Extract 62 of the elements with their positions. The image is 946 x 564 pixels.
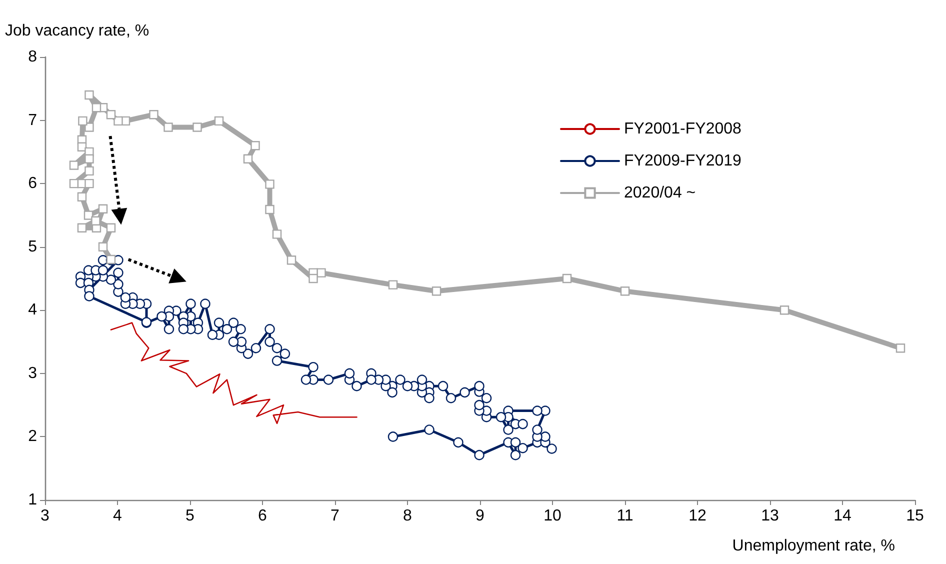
- y-tick-label: 8: [28, 48, 38, 66]
- point: [286, 256, 296, 265]
- point: [98, 242, 108, 252]
- x-axis-title: Unemployment rate, %: [732, 538, 895, 554]
- point: [92, 103, 102, 112]
- point: [84, 166, 94, 176]
- point: [69, 160, 79, 170]
- x-tick-label: 10: [544, 508, 562, 524]
- point: [84, 154, 94, 164]
- y-tick-label: 5: [28, 238, 38, 256]
- point: [98, 204, 108, 214]
- point: [780, 306, 790, 315]
- point: [164, 122, 173, 132]
- point: [91, 216, 100, 226]
- y-tick-label: 2: [28, 428, 38, 446]
- y-tick-label: 4: [28, 302, 38, 319]
- point: [243, 154, 253, 164]
- legend-label: FY2009-FY2019: [624, 152, 742, 170]
- x-tick-label: 7: [330, 508, 340, 524]
- point: [316, 268, 326, 278]
- line-series: [110, 322, 358, 424]
- x-tick-label: 4: [113, 508, 122, 524]
- point: [272, 230, 282, 239]
- x-tick-label: 14: [834, 508, 852, 524]
- x-tick-label: 13: [761, 508, 779, 524]
- point: [84, 122, 94, 132]
- x-tick-label: 8: [403, 508, 412, 524]
- x-tick-label: 15: [906, 508, 924, 524]
- point: [84, 178, 94, 188]
- point: [562, 274, 572, 284]
- point: [265, 204, 274, 214]
- point: [432, 286, 442, 296]
- point: [265, 180, 274, 189]
- x-tick-label: 5: [186, 508, 195, 524]
- y-tick-label: 6: [28, 175, 38, 192]
- point: [896, 344, 906, 353]
- point: [114, 116, 123, 126]
- y-tick-label: 3: [28, 364, 38, 382]
- y-tick-label: 7: [28, 112, 38, 129]
- x-tick-label: 11: [616, 508, 634, 524]
- x-tick-label: 6: [258, 508, 268, 524]
- point: [620, 286, 630, 296]
- x-tick-label: 3: [40, 508, 50, 524]
- y-tick-label: 1: [28, 492, 38, 508]
- legend-label: 2020/04 ~: [624, 184, 696, 202]
- x-tick-label: 12: [688, 508, 706, 524]
- point: [78, 116, 88, 126]
- point: [77, 192, 87, 202]
- point: [106, 223, 116, 232]
- point: [84, 210, 94, 220]
- point: [388, 280, 398, 290]
- point: [106, 110, 116, 120]
- point: [77, 223, 87, 232]
- x-tick-label: 9: [476, 508, 485, 524]
- point: [192, 122, 202, 132]
- point: [308, 274, 318, 284]
- point: [214, 116, 224, 126]
- y-axis-title: Job vacancy rate, %: [5, 22, 150, 40]
- legend-label: FY2001-FY2008: [624, 120, 742, 138]
- point: [250, 141, 260, 150]
- point: [84, 90, 94, 100]
- point: [149, 110, 158, 120]
